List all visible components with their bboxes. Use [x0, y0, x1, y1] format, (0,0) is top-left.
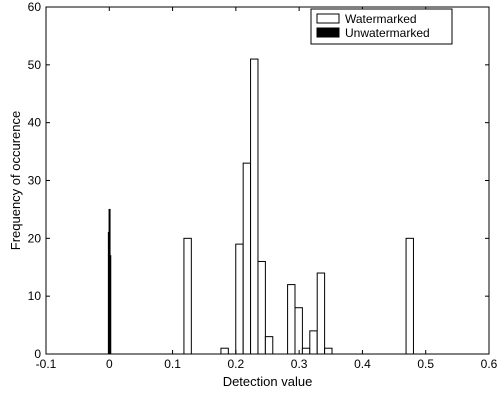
legend-swatch-unwatermarked — [316, 27, 340, 38]
bar-watermarked — [242, 162, 252, 355]
bar-watermarked — [264, 336, 274, 355]
bar-watermarked — [235, 243, 244, 355]
x-axis-label: Detection value — [223, 374, 313, 389]
y-tick-label: 60 — [28, 0, 42, 14]
y-tick-label: 20 — [28, 231, 42, 245]
bar-watermarked — [405, 237, 414, 355]
legend-label-unwatermarked: Unwatermarked — [345, 26, 430, 40]
bar-watermarked — [287, 284, 296, 355]
y-axis-label: Frequency of occurence — [8, 111, 23, 250]
x-tick-label: 0.3 — [291, 357, 308, 371]
y-tick-label: 40 — [28, 116, 42, 130]
legend-label-watermarked: Watermarked — [345, 12, 417, 26]
x-tick-label: 0.2 — [228, 357, 245, 371]
bar-watermarked — [301, 347, 311, 355]
x-tick-label: 0.5 — [417, 357, 434, 371]
y-axis-ticks: 0 10 20 30 40 50 60 — [28, 0, 489, 361]
bar-watermarked — [183, 237, 192, 355]
legend-swatch-watermarked — [316, 13, 340, 24]
unwatermarked-bars — [107, 208, 112, 355]
x-tick-label: 0.4 — [354, 357, 371, 371]
bar-watermarked — [324, 347, 333, 355]
bar-unwatermarked — [109, 255, 112, 355]
chart-legend: Watermarked Unwatermarked — [310, 8, 453, 45]
x-tick-label: 0.1 — [164, 357, 181, 371]
bar-watermarked — [250, 58, 259, 355]
y-tick-label: 30 — [28, 174, 42, 188]
bar-watermarked — [294, 307, 303, 355]
x-tick-label: 0 — [106, 357, 113, 371]
y-tick-label: 50 — [28, 58, 42, 72]
x-tick-label: -0.1 — [36, 357, 57, 371]
x-tick-label: 0.6 — [481, 357, 498, 371]
bar-watermarked — [316, 272, 326, 355]
bar-watermarked — [309, 330, 318, 355]
bar-watermarked — [220, 347, 229, 355]
y-tick-label: 0 — [34, 347, 41, 361]
y-tick-label: 10 — [28, 289, 42, 303]
bar-watermarked — [257, 260, 266, 355]
x-axis-ticks: -0.1 0 0.1 0.2 0.3 0.4 0.5 0.6 — [36, 7, 498, 371]
